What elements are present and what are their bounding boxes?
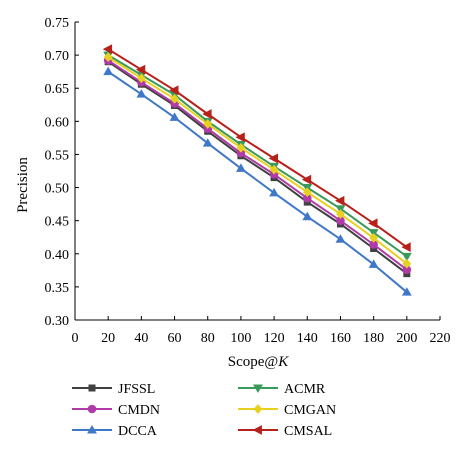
x-axis-title-main: Scope@ bbox=[228, 354, 279, 370]
legend-item-cmgan: CMGAN bbox=[238, 403, 336, 418]
data-point-cmgan bbox=[236, 142, 246, 153]
legend-marker-acmr bbox=[253, 384, 263, 393]
legend-label-cmgan: CMGAN bbox=[284, 403, 336, 418]
x-tick-label: 20 bbox=[101, 331, 115, 346]
y-tick-label: 0.70 bbox=[45, 49, 70, 64]
data-point-dcca bbox=[103, 66, 114, 76]
legend-label-cmdn: CMDN bbox=[118, 403, 160, 418]
series-jfssl bbox=[104, 58, 411, 278]
legend-label-jfssl: JFSSL bbox=[118, 382, 155, 397]
y-tick-label: 0.50 bbox=[45, 182, 70, 197]
data-point-dcca bbox=[368, 259, 379, 268]
x-tick-label: 180 bbox=[363, 331, 384, 346]
series-cmsal bbox=[102, 44, 411, 253]
legend-marker-jfssl bbox=[88, 384, 96, 392]
data-point-cmgan bbox=[170, 93, 179, 104]
data-point-cmgan bbox=[302, 187, 312, 198]
data-point-dcca bbox=[202, 138, 213, 147]
data-point-dcca bbox=[136, 89, 147, 98]
legend-label-dcca: DCCA bbox=[118, 424, 158, 439]
data-point-cmsal bbox=[268, 153, 278, 164]
legend-marker-cmgan bbox=[253, 404, 263, 414]
data-point-cmsal bbox=[368, 218, 378, 229]
data-point-cmsal bbox=[235, 132, 245, 143]
legend-item-dcca: DCCA bbox=[72, 424, 158, 439]
data-point-cmsal bbox=[135, 64, 146, 75]
legend-label-acmr: ACMR bbox=[284, 382, 326, 397]
axes: 0.30 0.35 0.40 0.45 0.50 0.55 0.60 0.65 0.70 0.75… bbox=[45, 16, 451, 346]
x-axis-title: Scope@K bbox=[228, 354, 289, 370]
x-tick-label: 0 bbox=[72, 331, 79, 346]
legend-marker-dcca bbox=[87, 425, 97, 434]
data-point-cmsal bbox=[335, 195, 345, 206]
data-point-cmgan bbox=[402, 258, 412, 269]
data-point-dcca bbox=[169, 112, 180, 121]
legend-label-cmsal: CMSAL bbox=[284, 424, 332, 439]
legend-item-cmsal: CMSAL bbox=[238, 424, 332, 439]
data-point-cmgan bbox=[136, 73, 146, 84]
y-tick-label: 0.45 bbox=[45, 215, 70, 230]
legend-marker-cmsal bbox=[252, 425, 262, 435]
x-tick-label: 160 bbox=[330, 331, 351, 346]
data-point-cmsal bbox=[202, 109, 212, 119]
data-point-cmsal bbox=[301, 174, 312, 185]
data-point-dcca bbox=[302, 211, 313, 221]
x-tick-label: 80 bbox=[201, 331, 215, 346]
data-point-dcca bbox=[269, 187, 280, 197]
series-line-cmdn bbox=[107, 59, 408, 271]
legend-item-acmr: ACMR bbox=[238, 382, 326, 397]
y-tick-label: 0.75 bbox=[45, 16, 70, 31]
data-point-cmsal bbox=[401, 242, 411, 253]
data-point-acmr bbox=[401, 252, 412, 262]
legend-item-cmdn: CMDN bbox=[72, 403, 160, 418]
data-point-cmgan bbox=[369, 233, 379, 243]
series-cmgan bbox=[103, 52, 412, 269]
legend: JFSSL ACMR CMDN CMGAN DCCA CMSAL bbox=[72, 382, 336, 439]
data-point-cmgan bbox=[203, 119, 213, 129]
data-point-cmsal bbox=[169, 85, 179, 96]
series-line-acmr bbox=[107, 54, 408, 258]
y-tick-label: 0.30 bbox=[45, 314, 70, 329]
data-point-dcca bbox=[401, 287, 412, 296]
data-point-cmgan bbox=[103, 52, 113, 62]
x-axis-title-variable: K bbox=[277, 354, 289, 370]
y-tick-label: 0.65 bbox=[45, 82, 70, 97]
x-tick-label: 140 bbox=[297, 331, 318, 346]
x-tick-label: 100 bbox=[230, 331, 251, 346]
y-tick-label: 0.60 bbox=[45, 115, 70, 130]
data-point-cmgan bbox=[336, 209, 345, 219]
legend-marker-cmdn bbox=[87, 404, 97, 414]
series-dcca bbox=[103, 66, 412, 296]
y-axis-title: Precision bbox=[15, 157, 31, 213]
series-line-dcca bbox=[107, 70, 408, 293]
data-point-cmgan bbox=[269, 164, 279, 175]
data-point-dcca bbox=[335, 234, 346, 243]
y-tick-label: 0.35 bbox=[45, 281, 70, 296]
series-line-cmsal bbox=[107, 48, 408, 249]
data-point-cmsal bbox=[102, 44, 113, 55]
x-tick-label: 40 bbox=[134, 331, 148, 346]
legend-item-jfssl: JFSSL bbox=[72, 382, 155, 397]
series-line-jfssl bbox=[107, 60, 408, 275]
x-tick-label: 60 bbox=[168, 331, 182, 346]
x-tick-label: 220 bbox=[430, 331, 451, 346]
y-tick-label: 0.40 bbox=[45, 248, 70, 263]
data-point-dcca bbox=[235, 163, 246, 172]
y-tick-label: 0.55 bbox=[45, 148, 70, 163]
plot-area bbox=[102, 44, 412, 296]
x-tick-label: 200 bbox=[396, 331, 417, 346]
series-line-cmgan bbox=[107, 56, 408, 265]
x-tick-label: 120 bbox=[264, 331, 285, 346]
